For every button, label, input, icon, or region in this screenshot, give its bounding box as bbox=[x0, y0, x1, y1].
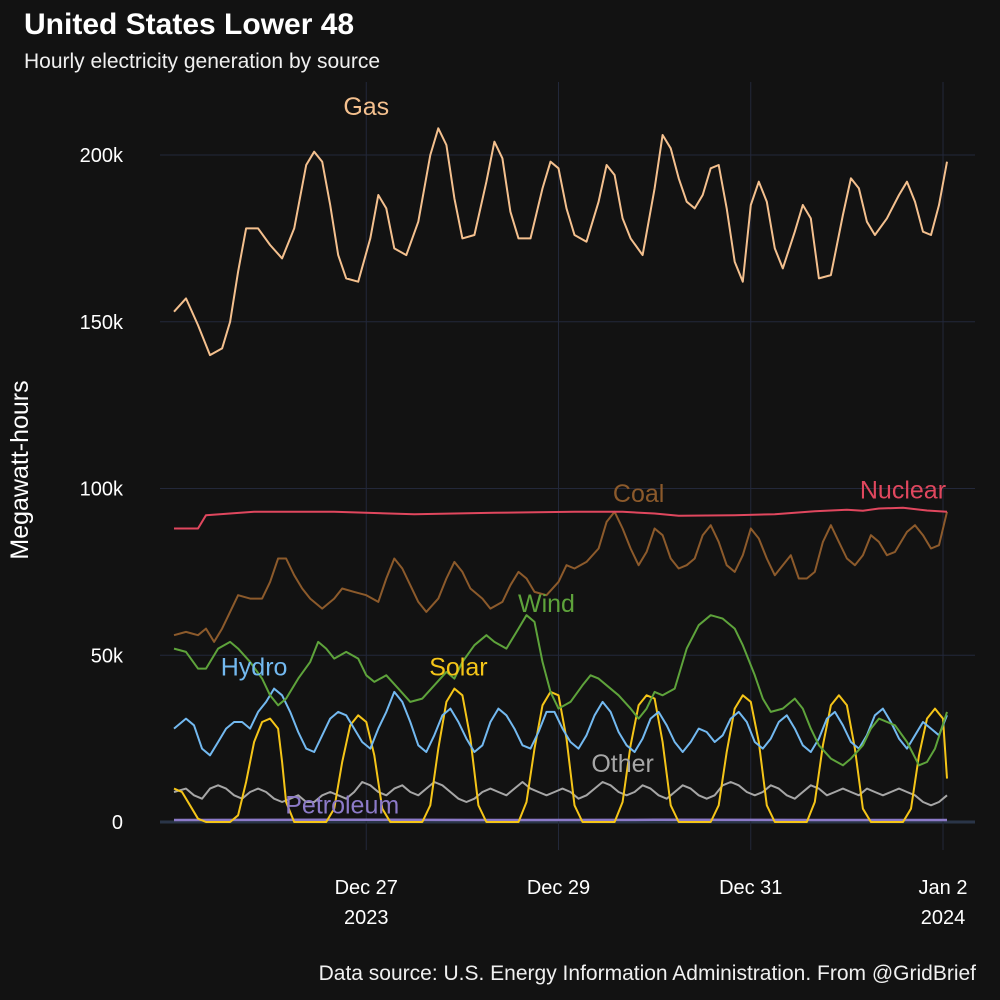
x-tick-label: Dec 27 bbox=[335, 877, 398, 899]
series-label-other: Other bbox=[591, 750, 654, 778]
x-tick-label: Dec 31 bbox=[719, 877, 782, 899]
x-tick-year-label: 2024 bbox=[921, 907, 966, 929]
series-label-gas: Gas bbox=[343, 93, 389, 121]
series-label-wind: Wind bbox=[518, 590, 575, 618]
series-line-hydro bbox=[173, 687, 948, 757]
x-tick-label: Jan 2 bbox=[919, 877, 968, 899]
y-tick-label: 50k bbox=[91, 645, 124, 667]
series-line-gas bbox=[173, 127, 948, 357]
y-tick-label: 200k bbox=[80, 145, 124, 167]
y-tick-label: 0 bbox=[112, 812, 123, 834]
x-tick-label: Dec 29 bbox=[527, 877, 590, 899]
series-line-wind bbox=[173, 614, 948, 767]
data-source-note: Data source: U.S. Energy Information Adm… bbox=[318, 962, 976, 985]
y-tick-label: 100k bbox=[80, 479, 124, 501]
series-label-nuclear: Nuclear bbox=[860, 477, 946, 505]
series-label-petroleum: Petroleum bbox=[285, 792, 399, 820]
series-line-coal bbox=[173, 510, 948, 643]
y-axis-label: Megawatt-hours bbox=[6, 380, 34, 559]
series-label-solar: Solar bbox=[429, 653, 487, 681]
series-label-hydro: Hydro bbox=[221, 653, 288, 681]
series-line-other bbox=[173, 781, 948, 807]
chart-title: United States Lower 48 bbox=[24, 8, 355, 41]
series-line-nuclear bbox=[174, 506, 948, 530]
x-tick-year-label: 2023 bbox=[344, 907, 389, 929]
y-tick-label: 150k bbox=[80, 312, 124, 334]
chart-subtitle: Hourly electricity generation by source bbox=[24, 50, 380, 73]
series-label-coal: Coal bbox=[613, 480, 664, 508]
